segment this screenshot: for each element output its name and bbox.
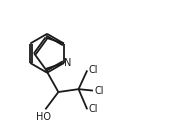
Text: Cl: Cl — [94, 86, 104, 96]
Text: Cl: Cl — [89, 65, 98, 75]
Text: N: N — [64, 58, 71, 68]
Text: Cl: Cl — [89, 104, 98, 114]
Text: HO: HO — [36, 112, 52, 122]
